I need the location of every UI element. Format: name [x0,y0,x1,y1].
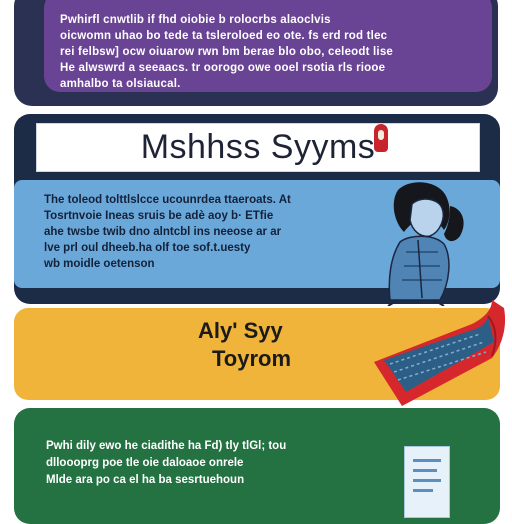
purple-line: amhalbo ta olsiaucal. [60,78,181,90]
document-icon [404,446,450,518]
purple-text: Pwhirfl cnwtlib if fhd oiobie b rolocrbs… [60,12,476,92]
green-line: Pwhi dily ewo he ciadithe ha Fd) tly tlG… [46,440,287,452]
green-line: dlloooprg poe tle oie daloaoe onrele [46,457,244,469]
blue-line: lve prl oul dheeb.ha olf toe sof.t.uesty [44,242,251,254]
map-pin-icon [374,124,388,152]
blue-line: The toleod tolttlslcce ucounrdea ttaeroa… [44,194,291,206]
purple-panel: Pwhirfl cnwtlib if fhd oiobie b rolocrbs… [44,0,492,92]
purple-line: oicwomn uhao bo tede ta tsleroloed eo ot… [60,30,388,42]
blue-text: The toleod tolttlslcce ucounrdea ttaeroa… [44,192,356,272]
green-text: Pwhi dily ewo he ciadithe ha Fd) tly tlG… [46,438,386,489]
blue-line: wb moidle oetenson [44,258,155,270]
purple-line: Pwhirfl cnwtlib if fhd oiobie b rolocrbs… [60,14,331,26]
green-section: Pwhi dily ewo he ciadithe ha Fd) tly tlG… [14,408,500,524]
blanket-illustration [374,300,506,406]
purple-line: He alwswrd a seeaacs. tr oorogo owe ooel… [60,62,386,74]
document-line [413,489,433,492]
document-line [413,459,441,462]
section-title: Mshhss Syyms [140,128,376,166]
blue-line: ahe twsbe twib dno alntcbl ins neeose ar… [44,226,282,238]
yellow-heading-line1: Aly' Syy [198,318,283,343]
green-line: Mlde ara po ca el ha ba sesrtuehoun [46,474,245,486]
purple-line: rei felbsw] ocw oiuarow rwn bm berae blo… [60,46,394,58]
blue-line: Tosrtnvoie Ineas sruis be adè aoy b· ETf… [44,210,274,222]
purple-section: Pwhirfl cnwtlib if fhd oiobie b rolocrbs… [14,0,498,106]
person-illustration [387,182,464,306]
document-line [413,479,441,482]
title-box: Mshhss Syyms [36,123,480,172]
document-line [413,469,437,472]
yellow-heading-line2: Toyrom [212,346,292,371]
